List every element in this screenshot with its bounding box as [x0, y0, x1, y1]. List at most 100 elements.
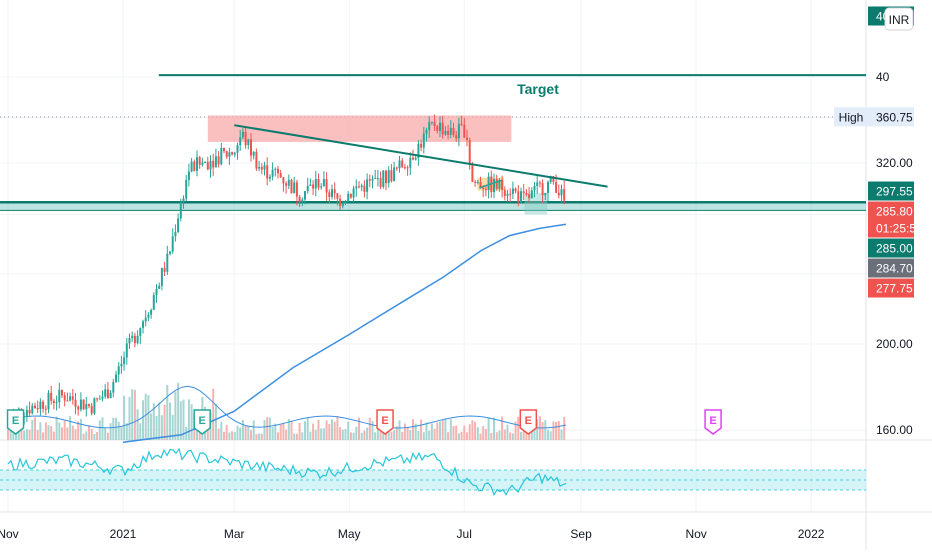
candle-body	[428, 122, 430, 130]
volume-bar	[366, 428, 368, 440]
earnings-marker[interactable]: E	[8, 410, 24, 434]
candle-body	[110, 393, 112, 399]
earnings-marker[interactable]: E	[520, 410, 536, 434]
volume-bar	[520, 432, 522, 440]
candle-body	[450, 128, 452, 135]
volume-bar	[517, 417, 519, 440]
candle-body	[291, 180, 293, 193]
volume-bar	[212, 389, 214, 440]
volume-bar	[320, 428, 322, 440]
volume-bar	[93, 434, 95, 440]
candle-body	[215, 156, 217, 167]
earnings-marker[interactable]: E	[705, 410, 721, 434]
candle-body	[129, 338, 131, 343]
candle-body	[196, 157, 198, 171]
volume-bar	[104, 428, 106, 440]
candle-body	[266, 165, 268, 178]
volume-bar	[544, 420, 546, 440]
volume-bar	[509, 432, 511, 440]
candle-body	[488, 177, 490, 190]
volume-bar	[339, 427, 341, 440]
volume-bar	[404, 423, 406, 440]
volume-bar	[318, 420, 320, 440]
earnings-marker[interactable]: E	[377, 410, 393, 434]
volume-bar	[134, 390, 136, 440]
volume-bar	[255, 434, 257, 440]
candle-body	[358, 186, 360, 187]
volume-bar	[558, 421, 560, 440]
candle-body	[285, 183, 287, 185]
candle-body	[207, 162, 209, 169]
volume-bar	[552, 421, 554, 440]
volume-bar	[37, 430, 39, 440]
volume-bar	[482, 426, 484, 440]
candle-body	[544, 193, 546, 195]
volume-bar	[137, 409, 139, 440]
price-tag-value: 277.75	[876, 282, 913, 296]
volume-bar	[436, 422, 438, 440]
volume-bar	[431, 424, 433, 440]
volume-bar	[307, 418, 309, 440]
volume-bar	[34, 417, 36, 440]
volume-bar	[126, 423, 128, 440]
candle-body	[536, 182, 538, 186]
volume-bar	[169, 403, 171, 440]
candle-body	[193, 162, 195, 171]
candle-body	[29, 410, 31, 413]
volume-bar	[299, 423, 301, 440]
volume-bar	[218, 429, 220, 440]
candle-body	[442, 123, 444, 135]
candle-body	[366, 179, 368, 191]
candle-body	[274, 169, 276, 170]
volume-bar	[61, 428, 63, 440]
candle-body	[153, 295, 155, 310]
x-tick-label: Nov	[0, 527, 19, 541]
candle-body	[396, 167, 398, 168]
candle-body	[99, 399, 101, 400]
volume-bar	[331, 419, 333, 440]
candle-body	[75, 400, 77, 407]
candle-body	[126, 343, 128, 357]
candle-body	[166, 254, 168, 272]
y-tick-label: 200.00	[876, 337, 913, 351]
candle-body	[512, 189, 514, 194]
candle-body	[434, 122, 436, 126]
candle-body	[242, 132, 244, 137]
candle-body	[50, 393, 52, 401]
candle-body	[528, 194, 530, 198]
volume-bar	[85, 431, 87, 440]
volume-bar	[345, 429, 347, 440]
candle-body	[210, 161, 212, 170]
candle-body	[334, 189, 336, 193]
candle-body	[455, 135, 457, 138]
volume-bar	[501, 417, 503, 440]
volume-bar	[69, 416, 71, 440]
volume-bar	[304, 421, 306, 440]
price-tag-value: 285.00	[876, 242, 913, 256]
candle-body	[409, 158, 411, 168]
candle-body	[412, 158, 414, 160]
volume-bar	[83, 434, 85, 440]
volume-bar	[450, 419, 452, 440]
candle-body	[231, 152, 233, 154]
volume-bar	[426, 423, 428, 440]
candle-body	[515, 189, 517, 192]
candle-body	[58, 390, 60, 402]
candle-body	[220, 148, 222, 164]
candle-body	[563, 189, 565, 200]
candle-body	[150, 310, 152, 315]
candle-body	[158, 286, 160, 289]
earnings-marker[interactable]: E	[194, 410, 210, 434]
candle-body	[61, 390, 63, 396]
candle-body	[423, 134, 425, 148]
candle-body	[26, 410, 28, 416]
x-tick-label: Sep	[570, 527, 592, 541]
candle-body	[507, 194, 509, 196]
volume-bar	[72, 426, 74, 440]
volume-bar	[75, 429, 77, 440]
volume-bar	[374, 432, 376, 440]
candle-body	[37, 408, 39, 409]
volume-bar	[369, 418, 371, 440]
